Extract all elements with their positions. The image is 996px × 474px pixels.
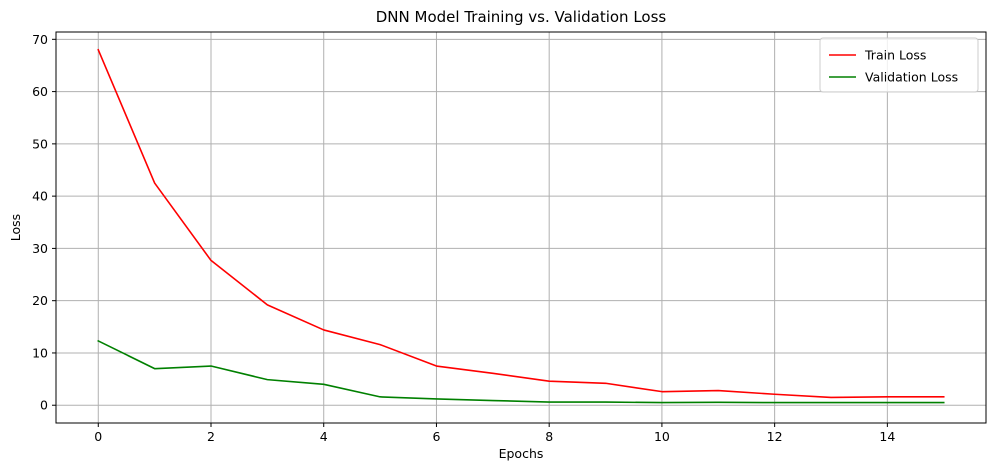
tick-layer: 0 2 4 6 8 10 12 14 0 10 20 30 40 50 60 70 [32,32,895,444]
y-tick-label: 30 [32,241,48,256]
validation-loss-line [97,339,945,404]
y-tick-label: 40 [32,189,48,204]
x-tick-label: 14 [879,429,895,444]
y-tick-label: 50 [32,136,48,151]
x-tick-label: 6 [432,429,440,444]
series-layer [97,48,945,404]
x-tick-label: 8 [545,429,553,444]
legend-label: Train Loss [864,48,926,63]
plot-frame [55,31,987,424]
x-axis-label: Epochs [499,446,544,461]
y-tick-label: 70 [32,32,48,47]
y-tick-label: 0 [40,398,48,413]
y-tick-label: 60 [32,84,48,99]
legend: Train Loss Validation Loss [819,37,979,93]
chart-title: DNN Model Training vs. Validation Loss [376,8,667,26]
train-loss-line [97,48,945,399]
legend-box [819,37,979,93]
x-tick-label: 2 [207,429,215,444]
y-axis-label: Loss [8,214,23,241]
y-tick-label: 10 [32,345,48,360]
x-tick-label: 0 [94,429,102,444]
legend-label: Validation Loss [865,70,958,85]
x-tick-label: 12 [767,429,783,444]
y-tick-label: 20 [32,293,48,308]
x-tick-label: 10 [654,429,670,444]
x-tick-label: 4 [320,429,328,444]
grid-layer [56,32,986,423]
